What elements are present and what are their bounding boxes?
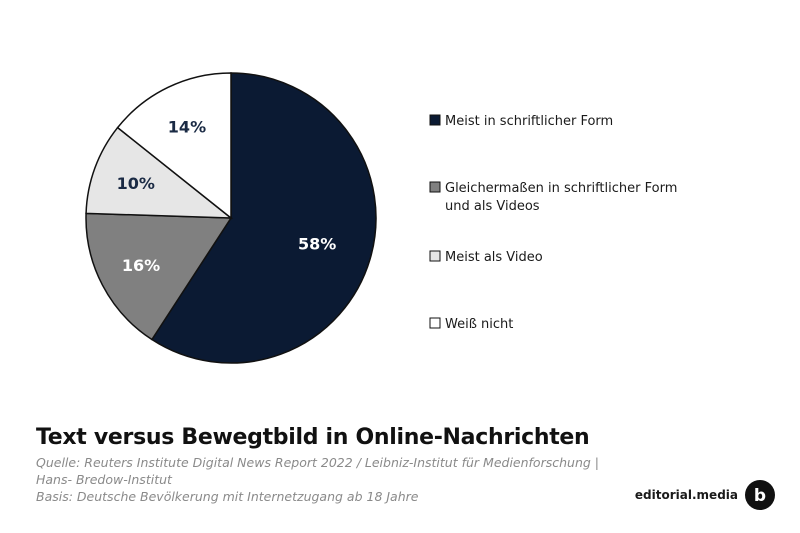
source-line-1: Quelle: Reuters Institute Digital News R… <box>36 455 599 470</box>
slice-label-written: 58% <box>298 235 336 254</box>
legend-swatch-video <box>429 250 441 262</box>
legend-label-unknown: Weiß nicht <box>445 317 513 332</box>
legend: Meist in schriftlicher Form Gleichermaßen… <box>429 114 677 332</box>
slice-label-equal: 16% <box>122 256 160 275</box>
chart-footer: Text versus Bewegtbild in Online-Nachric… <box>36 424 636 505</box>
pie-slice-video <box>85 126 234 219</box>
brand-name: editorial.media <box>634 488 738 502</box>
slice-label-unknown: 14% <box>168 118 206 137</box>
basis-line: Basis: Deutsche Bevölkerung mit Internet… <box>36 489 419 504</box>
svg-text:b: b <box>754 486 766 506</box>
pie-slice-unknown <box>116 72 232 220</box>
legend-swatch-unknown <box>429 317 441 329</box>
brand-logo-icon: b <box>745 480 775 510</box>
brand[interactable]: editorial.media b <box>635 479 776 511</box>
pie-value-labels: 58% 16% 10% 14% <box>117 118 337 275</box>
chart-title: Text versus Bewegtbild in Online-Nachric… <box>36 425 590 450</box>
legend-label-equal: Gleichermaßen in schriftlicher Form und a… <box>445 181 677 214</box>
legend-label-written: Meist in schriftlicher Form <box>445 114 613 129</box>
source-line-2: Hans- Bredow-Institut <box>36 472 172 487</box>
pie-slice-written <box>150 72 377 364</box>
slice-label-video: 10% <box>117 174 155 193</box>
pie-slices <box>85 72 377 364</box>
legend-swatch-written <box>429 114 441 126</box>
pie-slice-equal <box>85 212 233 341</box>
legend-swatch-equal <box>429 181 441 193</box>
legend-label-video: Meist als Video <box>445 250 543 265</box>
